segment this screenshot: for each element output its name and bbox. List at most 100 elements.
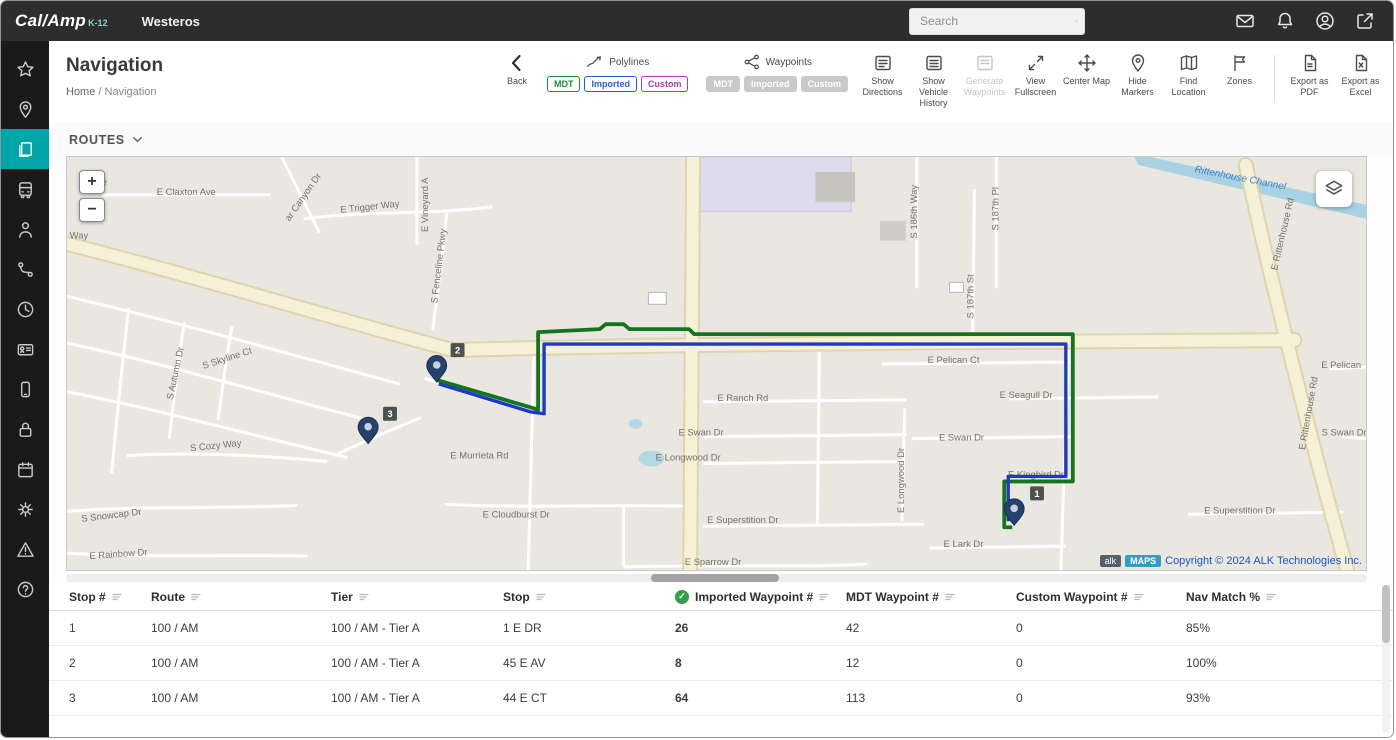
excel-file-icon [1355,54,1367,72]
search-input[interactable] [920,14,1075,28]
waypoint-badge-custom[interactable]: Custom [800,76,848,92]
sort-icon[interactable] [536,592,546,602]
zoom-in-button[interactable]: + [79,170,105,194]
table-row[interactable]: 2 100 / AM 100 / AM - Tier A 45 E AV 8 1… [49,646,1393,681]
sidebar-item-security[interactable] [1,409,49,449]
pond [628,418,643,429]
show-directions-button[interactable]: Show Directions [858,53,907,98]
horizontal-scroll-thumb[interactable] [651,574,780,582]
sidebar-item-tracking[interactable] [1,89,49,129]
zones-button[interactable]: Zones [1215,53,1264,87]
sidebar-item-help[interactable] [1,569,49,609]
cell-stop-number: 3 [69,691,76,705]
sidebar-item-favorites[interactable] [1,49,49,89]
sort-icon[interactable] [359,592,369,602]
col-nav-match: Nav Match % [1186,589,1261,604]
table-horizontal-scrollbar[interactable] [66,574,1367,582]
hide-markers-button[interactable]: Hide Markers [1113,53,1162,98]
pdf-file-icon [1304,54,1316,72]
building-block [815,171,856,202]
cell-nav-match: 93% [1186,691,1211,705]
pages-icon [18,141,32,157]
mail-icon[interactable] [1235,11,1255,31]
routes-dropdown[interactable]: ROUTES [49,123,1393,156]
table-vertical-scrollbar[interactable] [1382,585,1390,733]
sidebar-item-devices[interactable] [1,369,49,409]
cell-stop-number: 2 [69,656,76,670]
table-row[interactable]: 1 100 / AM 100 / AM - Tier A 1 E DR 26 4… [49,611,1393,646]
street-label: E Vineyard A [420,177,431,232]
map-pin-stop-1[interactable]: 1 [1003,486,1044,527]
generate-waypoints-button[interactable]: Generate Waypoints [960,53,1009,98]
map: E Claxton Ave E Trigger Way E Vineyard A… [66,156,1367,571]
sidebar-item-drivers[interactable] [1,209,49,249]
map-pin-icon [19,100,31,118]
show-directions-label: Show Directions [862,76,903,97]
export-excel-label: Export as Excel [1341,76,1380,97]
cell-mdt-waypoint: 113 [846,691,866,705]
page-title: Navigation [66,55,164,76]
cell-route: 100 / AM [151,691,199,705]
street-label: E Sparrow Dr [685,557,742,568]
export-excel-button[interactable]: Export as Excel [1336,53,1385,98]
sidebar-item-alerts[interactable] [1,529,49,569]
back-button[interactable]: Back [497,53,537,87]
sidebar-nav [1,41,49,737]
sidebar-item-routes[interactable] [1,249,49,289]
sidebar-item-reports[interactable] [1,129,49,169]
search-box[interactable] [909,7,1085,35]
street-label: E Pelican Ct [928,355,980,366]
table-header-row: Stop # Route Tier Stop ✓ Imported Waypoin… [49,583,1393,611]
street-label: E Murrieta Rd [450,451,508,462]
flag-icon [1233,55,1245,72]
list-icon [874,55,891,71]
vertical-scroll-thumb[interactable] [1382,585,1390,643]
map-pin-stop-3[interactable]: 3 [357,406,397,445]
sort-icon[interactable] [1266,592,1276,602]
find-location-button[interactable]: Find Location [1164,53,1213,98]
sort-icon[interactable] [191,592,201,602]
sort-icon[interactable] [1133,592,1144,602]
sort-icon[interactable] [945,592,955,602]
col-stop-number: Stop # [69,589,106,604]
sort-icon[interactable] [819,592,829,602]
routes-label: ROUTES [69,132,125,147]
sidebar-item-history[interactable] [1,289,49,329]
user-avatar-icon[interactable] [1315,11,1335,31]
gear-icon [17,501,33,517]
col-mdt-waypoint: MDT Waypoint # [846,589,939,604]
bell-icon[interactable] [1275,11,1295,31]
building-block [949,281,964,293]
sidebar-item-calendar[interactable] [1,449,49,489]
show-vehicle-history-button[interactable]: Show Vehicle History [909,53,958,108]
street-label: E Ranch Rd [717,393,768,404]
view-fullscreen-button[interactable]: View Fullscreen [1011,53,1060,98]
cell-tier: 100 / AM - Tier A [331,691,420,705]
street-label: E Seagull Dr [1000,390,1053,401]
waypoint-badge-imported[interactable]: Imported [743,76,797,92]
bus-icon [18,181,32,198]
table-row[interactable]: 3 100 / AM 100 / AM - Tier A 44 E CT 64 … [49,681,1393,716]
sidebar-item-rfid-cards[interactable] [1,329,49,369]
polyline-badge-imported[interactable]: Imported [584,76,637,92]
street-label: E Lark Dr [944,539,984,550]
layers-button[interactable] [1316,171,1352,207]
center-map-button[interactable]: Center Map [1062,53,1111,87]
map-canvas[interactable]: E Claxton Ave E Trigger Way E Vineyard A… [67,157,1366,570]
map-pin-stop-2[interactable]: 2 [426,343,465,383]
sort-icon[interactable] [112,592,122,602]
polyline-badge-mdt[interactable]: MDT [546,76,581,92]
zoom-out-button[interactable]: − [79,198,105,222]
sidebar-item-vehicles[interactable] [1,169,49,209]
marker-icon [1131,54,1144,72]
breadcrumb-home[interactable]: Home [66,86,96,98]
polyline-badge-custom[interactable]: Custom [640,76,689,92]
route-icon [17,261,33,277]
waypoint-badge-mdt[interactable]: MDT [706,76,740,92]
alk-badge: alk [1099,555,1122,567]
export-pdf-button[interactable]: Export as PDF [1285,53,1334,98]
sidebar-item-settings[interactable] [1,489,49,529]
external-link-icon[interactable] [1355,11,1375,31]
pin-number-label: 1 [1034,489,1039,500]
